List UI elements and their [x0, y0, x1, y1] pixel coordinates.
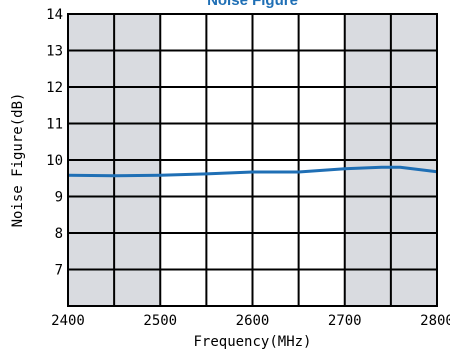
data-point-0-6	[344, 168, 346, 170]
y-tick-labels: 7 8 9 10 11 12 13 14	[46, 7, 63, 279]
x-tick-label: 2400	[51, 313, 85, 329]
y-tick-label: 10	[46, 153, 63, 169]
data-point-0-5	[297, 171, 299, 173]
x-axis-label: Frequency(MHz)	[193, 334, 311, 350]
plot-frame	[67, 13, 438, 307]
data-point-0-3	[205, 173, 207, 175]
y-tick-label: 14	[46, 7, 63, 23]
x-tick-label: 2600	[236, 313, 270, 329]
y-tick-label: 8	[55, 226, 63, 242]
x-tick-label: 2700	[328, 313, 362, 329]
x-tick-labels: 2400 2500 2600 2700 2800	[51, 313, 450, 329]
data-point-0-8	[399, 166, 401, 168]
y-tick-label: 12	[46, 80, 63, 96]
grid-lines	[68, 14, 437, 306]
x-tick-label: 2800	[420, 313, 450, 329]
data-point-0-1	[113, 174, 115, 176]
y-tick-label: 9	[55, 190, 63, 206]
y-tick-label: 11	[46, 117, 63, 133]
data-point-0-4	[251, 171, 253, 173]
data-point-0-2	[159, 174, 161, 176]
x-tick-label: 2500	[143, 313, 177, 329]
data-point-0-7	[380, 166, 382, 168]
chart-title: Noise Figure	[207, 0, 298, 9]
y-tick-label: 13	[46, 44, 63, 60]
series-line-0	[67, 165, 438, 178]
y-axis-label: Noise Figure(dB)	[10, 93, 26, 228]
y-tick-label: 7	[55, 263, 63, 279]
series-group	[67, 165, 438, 178]
